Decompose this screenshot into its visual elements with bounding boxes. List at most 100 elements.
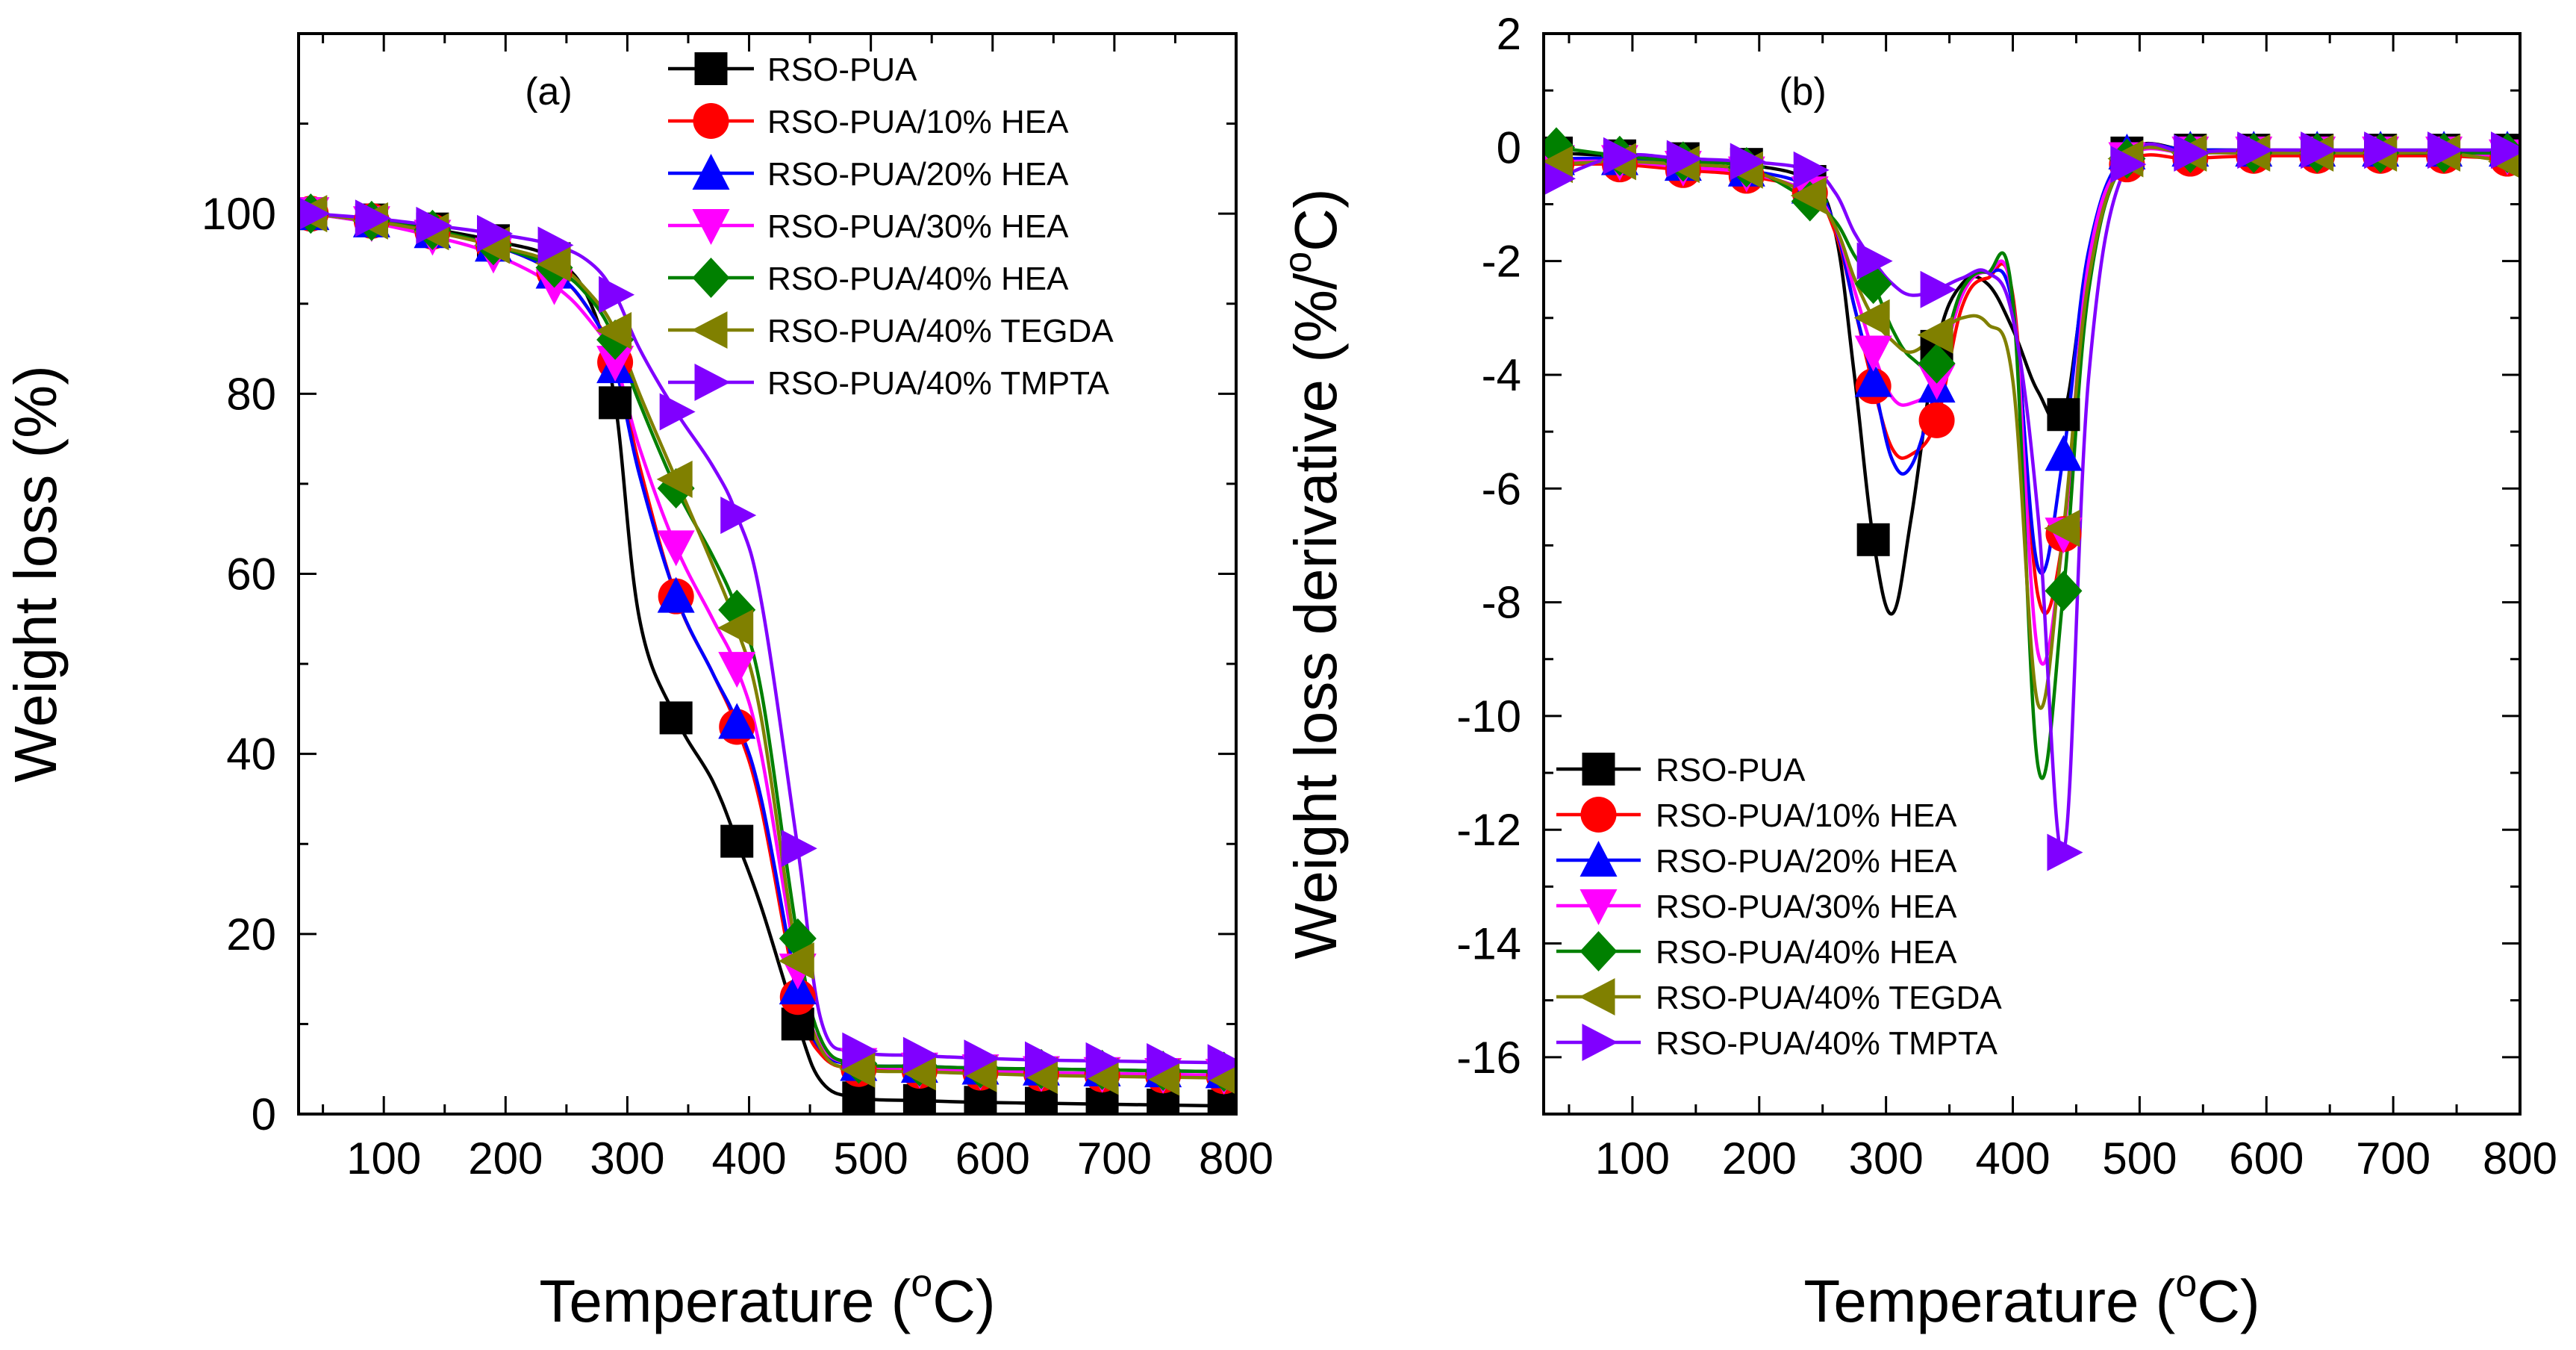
x-tick-label: 500 <box>2102 1133 2177 1183</box>
x-tick-label: 400 <box>1975 1133 2050 1183</box>
y-tick-label: 60 <box>226 550 276 600</box>
data-point-triangle-right <box>2237 131 2274 169</box>
legend-label-4: RSO-PUA/30% HEA <box>767 208 1069 245</box>
data-point-triangle-right <box>299 197 331 231</box>
legend-label-6: RSO-PUA/40% TEGDA <box>767 313 1114 349</box>
data-point-triangle-right <box>476 214 513 252</box>
data-point-diamond <box>2045 570 2083 612</box>
data-point-triangle-right <box>1207 1044 1236 1082</box>
y-axis-title: Weight loss (%) <box>2 365 69 783</box>
data-point-triangle-up <box>1854 361 1892 397</box>
data-point-triangle-right <box>599 276 635 314</box>
x-tick-label: 200 <box>1722 1133 1797 1183</box>
data-point-triangle-right <box>2301 131 2337 169</box>
x-tick-label: 100 <box>346 1133 421 1183</box>
data-point-square <box>1856 523 1890 556</box>
data-point-triangle-right <box>1603 137 1639 175</box>
legend-label-3: RSO-PUA/20% HEA <box>1656 843 1957 880</box>
legend-label-4: RSO-PUA/30% HEA <box>1656 889 1957 925</box>
data-point-triangle-left <box>656 460 693 498</box>
series-line-7 <box>311 211 1224 1065</box>
legend-marker-5 <box>1579 931 1618 971</box>
y-tick-label: 0 <box>1497 122 1521 172</box>
legend-marker-7 <box>1582 1024 1618 1061</box>
legend-label-5: RSO-PUA/40% HEA <box>767 261 1069 297</box>
data-point-triangle-right <box>2110 146 2147 184</box>
data-point-triangle-left <box>899 1053 936 1091</box>
data-point-diamond <box>1918 343 1956 384</box>
legend-label-3: RSO-PUA/20% HEA <box>767 156 1069 193</box>
data-point-triangle-up <box>718 703 756 739</box>
y-tick-label: -4 <box>1482 350 1521 400</box>
plot-frame <box>297 32 1238 1116</box>
data-point-triangle-right <box>1544 161 1576 196</box>
legend-label-2: RSO-PUA/10% HEA <box>767 104 1069 140</box>
legend-label-7: RSO-PUA/40% TMPTA <box>1656 1025 1998 1062</box>
x-tick-label: 600 <box>955 1133 1030 1183</box>
y-tick-label: 80 <box>226 369 276 419</box>
data-point-triangle-right <box>1147 1043 1183 1081</box>
legend-label-7: RSO-PUA/40% TMPTA <box>767 365 1110 402</box>
y-tick-label: -8 <box>1482 578 1521 628</box>
panel-label: (b) <box>1779 70 1827 113</box>
data-point-triangle-right <box>355 199 391 237</box>
x-tick-label: 700 <box>2356 1133 2430 1183</box>
legend-marker-1 <box>1582 753 1615 786</box>
data-point-triangle-right <box>1856 242 1893 280</box>
data-point-triangle-up <box>657 576 695 613</box>
data-point-triangle-up <box>2045 435 2083 471</box>
legend-marker-1 <box>694 52 728 85</box>
x-tick-label: 100 <box>1595 1133 1670 1183</box>
legend-marker-4 <box>692 209 730 245</box>
panel-b: 100 200 300 400 500 600 700 800 -16 -14 -12 -10 -8 -6… <box>1276 9 2557 1334</box>
legend-label-1: RSO-PUA <box>767 52 917 88</box>
y-tick-label: -16 <box>1456 1033 1521 1083</box>
x-tick-label: 600 <box>2229 1133 2304 1183</box>
legend-label-6: RSO-PUA/40% TEGDA <box>1656 980 2002 1016</box>
x-tick-label: 500 <box>834 1133 908 1183</box>
data-point-triangle-left <box>596 311 632 349</box>
data-point-square <box>964 1086 997 1114</box>
y-tick-label: -2 <box>1482 237 1521 287</box>
x-tick-label: 200 <box>468 1133 543 1183</box>
data-point-triangle-right <box>1025 1041 1061 1079</box>
panel-a: 100 200 300 400 500 600 700 800 0 20 40 60 80 100 (a) T… <box>2 32 1273 1334</box>
panel-label: (a) <box>525 70 573 113</box>
plot-area <box>1544 127 2520 871</box>
data-point-triangle-left <box>778 942 814 980</box>
data-point-triangle-right <box>2427 131 2464 169</box>
y-tick-label: -10 <box>1456 691 1521 741</box>
data-point-triangle-right <box>1666 140 1703 178</box>
y-tick-label: -12 <box>1456 805 1521 855</box>
x-tick-label: 800 <box>2483 1133 2557 1183</box>
y-tick-label: -6 <box>1482 464 1521 514</box>
data-point-square <box>720 824 754 858</box>
y-tick-label: 0 <box>252 1089 276 1139</box>
data-point-triangle-right <box>1793 151 1830 189</box>
data-point-triangle-left <box>717 609 754 647</box>
y-tick-label: 40 <box>226 730 276 780</box>
data-point-triangle-right <box>2491 131 2520 169</box>
legend-marker-2 <box>693 103 729 139</box>
data-point-triangle-right <box>1085 1042 1122 1080</box>
y-tick-label: 2 <box>1497 9 1521 59</box>
legend-marker-3 <box>1579 841 1618 877</box>
data-point-triangle-left <box>534 244 571 282</box>
data-point-triangle-right <box>964 1039 1000 1077</box>
data-point-triangle-down <box>596 346 634 382</box>
x-tick-label: 300 <box>590 1133 664 1183</box>
data-point-square <box>599 386 632 420</box>
y-axis-title: Weight loss derivative (%/oC) <box>1276 188 1349 959</box>
legend-marker-7 <box>694 364 731 401</box>
legend-marker-6 <box>1579 978 1615 1015</box>
data-point-square <box>902 1083 936 1114</box>
series-line-1 <box>311 211 1224 1108</box>
x-axis-title: Temperature (oC) <box>539 1262 995 1334</box>
x-tick-label: 700 <box>1077 1133 1152 1183</box>
data-point-triangle-right <box>537 226 574 264</box>
data-point-triangle-down <box>718 652 756 688</box>
data-point-triangle-right <box>416 206 452 244</box>
data-point-triangle-right <box>2364 131 2401 169</box>
legend-marker-6 <box>691 311 728 349</box>
